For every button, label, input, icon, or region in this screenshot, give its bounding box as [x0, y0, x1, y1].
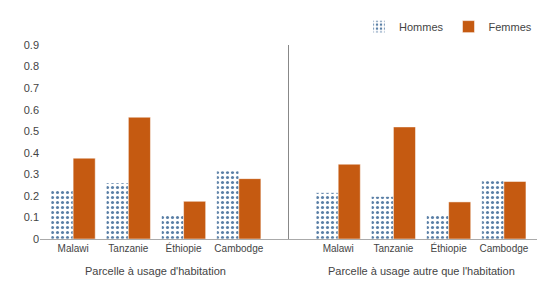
svg-text:Malawi: Malawi [323, 243, 354, 254]
svg-text:0: 0 [33, 233, 39, 245]
svg-text:0.4: 0.4 [24, 147, 39, 159]
svg-text:0.3: 0.3 [24, 168, 39, 180]
svg-text:0.9: 0.9 [24, 39, 39, 51]
svg-text:Femmes: Femmes [489, 21, 532, 33]
svg-text:Tanzanie: Tanzanie [108, 243, 148, 254]
svg-text:0.5: 0.5 [24, 125, 39, 137]
svg-text:Éthiopie: Éthiopie [166, 242, 203, 254]
svg-text:Éthiopie: Éthiopie [431, 242, 468, 254]
svg-text:Parcelle à usage d'habitation: Parcelle à usage d'habitation [85, 265, 226, 277]
svg-text:Hommes: Hommes [399, 21, 444, 33]
svg-text:Tanzanie: Tanzanie [373, 243, 413, 254]
svg-text:0.1: 0.1 [24, 211, 39, 223]
svg-text:Cambodge: Cambodge [214, 243, 263, 254]
svg-text:0.7: 0.7 [24, 82, 39, 94]
svg-text:Parcelle à usage autre que l'h: Parcelle à usage autre que l'habitation [328, 265, 515, 277]
svg-text:Malawi: Malawi [58, 243, 89, 254]
svg-text:0.2: 0.2 [24, 190, 39, 202]
svg-text:0.8: 0.8 [24, 60, 39, 72]
svg-text:Cambodge: Cambodge [479, 243, 528, 254]
svg-text:0.6: 0.6 [24, 104, 39, 116]
